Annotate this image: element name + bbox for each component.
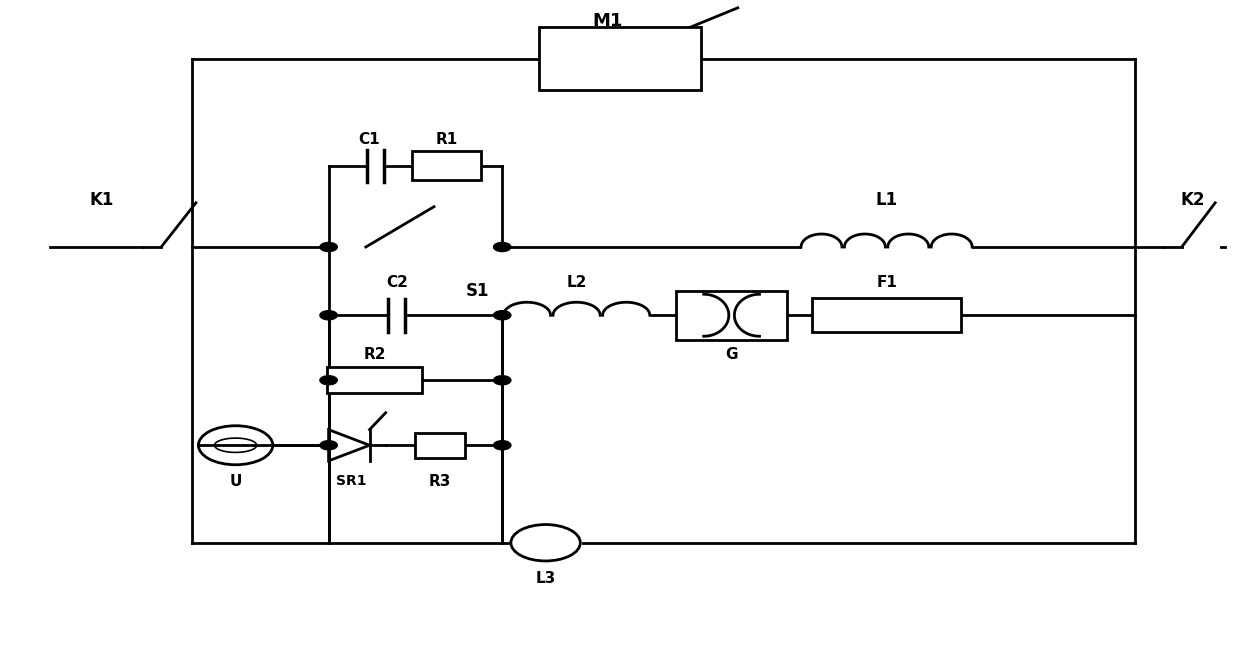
Circle shape bbox=[494, 242, 511, 252]
Circle shape bbox=[320, 311, 337, 320]
Text: U: U bbox=[229, 473, 242, 489]
Text: M1: M1 bbox=[593, 12, 622, 30]
Bar bbox=[812, 298, 961, 332]
Text: C2: C2 bbox=[386, 275, 408, 291]
Text: K1: K1 bbox=[89, 191, 114, 209]
Text: L3: L3 bbox=[536, 571, 556, 586]
Circle shape bbox=[494, 311, 511, 320]
Text: R3: R3 bbox=[429, 473, 451, 489]
Text: G: G bbox=[725, 346, 738, 362]
Bar bbox=[327, 367, 422, 393]
Bar bbox=[415, 433, 465, 458]
Text: C1: C1 bbox=[358, 132, 381, 148]
Text: R2: R2 bbox=[363, 346, 386, 362]
Text: R1: R1 bbox=[435, 132, 458, 148]
Circle shape bbox=[494, 376, 511, 385]
Circle shape bbox=[320, 242, 337, 252]
Bar bbox=[676, 291, 787, 340]
Circle shape bbox=[320, 376, 337, 385]
Text: SR1: SR1 bbox=[336, 474, 366, 488]
Bar bbox=[412, 151, 481, 180]
Circle shape bbox=[320, 441, 337, 450]
Text: S1: S1 bbox=[466, 282, 489, 300]
Bar bbox=[539, 27, 701, 90]
Text: F1: F1 bbox=[877, 275, 897, 291]
Text: L1: L1 bbox=[875, 191, 898, 209]
Text: K2: K2 bbox=[1180, 191, 1205, 209]
Circle shape bbox=[494, 441, 511, 450]
Text: L2: L2 bbox=[567, 275, 587, 291]
